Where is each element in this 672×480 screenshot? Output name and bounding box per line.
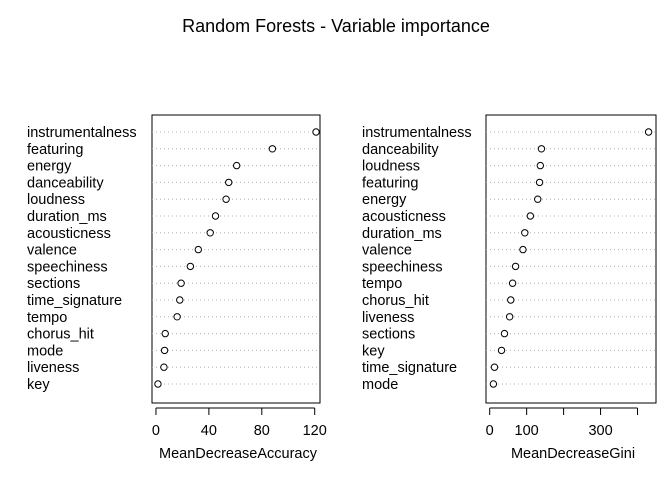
- data-point: [500, 329, 509, 338]
- category-label: loudness: [362, 159, 420, 175]
- data-point: [489, 380, 498, 388]
- data-point: [161, 329, 169, 338]
- category-label: key: [27, 377, 50, 393]
- category-label: featuring: [27, 142, 83, 158]
- data-point: [536, 161, 545, 170]
- category-label: energy: [362, 192, 407, 208]
- data-point: [160, 346, 169, 355]
- x-tick-label: 300: [588, 423, 612, 439]
- category-label: duration_ms: [27, 209, 107, 225]
- category-label: acousticness: [27, 226, 111, 242]
- category-label: key: [362, 343, 385, 359]
- category-label: valence: [27, 243, 77, 259]
- category-label: chorus_hit: [27, 327, 94, 343]
- category-label: loudness: [27, 192, 85, 208]
- data-point: [508, 279, 517, 287]
- data-point: [177, 279, 185, 287]
- chart-title: Random Forests - Variable importance: [182, 16, 490, 36]
- data-point: [160, 363, 168, 371]
- data-point: [206, 229, 214, 237]
- category-label: mode: [362, 377, 398, 393]
- category-label: energy: [27, 159, 72, 175]
- data-point: [521, 229, 529, 237]
- data-point: [232, 161, 241, 170]
- category-label: speechiness: [362, 259, 443, 275]
- x-tick-label: 0: [152, 423, 160, 439]
- x-tick-label: 100: [515, 423, 539, 439]
- category-label: liveness: [27, 360, 79, 376]
- x-tick-label: 40: [201, 423, 217, 439]
- category-label: duration_ms: [362, 226, 442, 242]
- data-point: [194, 245, 202, 254]
- panel-2: instrumentalnessdanceabilityloudnessfeat…: [362, 114, 657, 462]
- category-label: sections: [362, 327, 415, 343]
- category-label: chorus_hit: [362, 293, 429, 309]
- x-tick-label: 80: [254, 423, 270, 439]
- category-label: danceability: [362, 142, 439, 158]
- data-point: [497, 346, 506, 355]
- category-label: tempo: [27, 310, 67, 326]
- category-label: tempo: [362, 276, 402, 292]
- data-point: [526, 212, 535, 220]
- category-label: acousticness: [362, 209, 446, 225]
- data-point: [186, 262, 195, 271]
- x-tick-label: 0: [486, 423, 494, 439]
- data-point: [511, 262, 520, 271]
- category-label: danceability: [27, 175, 104, 191]
- category-label: featuring: [362, 175, 418, 191]
- category-label: valence: [362, 243, 412, 259]
- data-point: [268, 145, 277, 153]
- data-point: [173, 313, 181, 321]
- data-point: [154, 380, 162, 388]
- category-label: mode: [27, 343, 63, 359]
- data-point: [519, 245, 527, 254]
- data-point: [312, 128, 320, 136]
- data-point: [490, 363, 499, 371]
- data-point: [222, 195, 230, 203]
- data-point: [537, 145, 546, 153]
- plot-frame: [485, 114, 657, 404]
- data-point: [534, 195, 542, 203]
- category-label: speechiness: [27, 259, 108, 275]
- panel-1: instrumentalnessfeaturingenergydanceabil…: [27, 114, 327, 462]
- data-point: [176, 296, 184, 304]
- category-label: instrumentalness: [362, 125, 472, 141]
- plot-frame: [151, 114, 321, 404]
- category-label: time_signature: [27, 293, 122, 309]
- x-tick-label: 120: [303, 423, 327, 439]
- category-label: liveness: [362, 310, 414, 326]
- data-point: [535, 178, 544, 187]
- data-point: [507, 296, 515, 304]
- category-label: sections: [27, 276, 80, 292]
- x-axis-title: MeanDecreaseAccuracy: [159, 446, 318, 462]
- data-point: [505, 313, 514, 321]
- x-axis-title: MeanDecreaseGini: [511, 446, 635, 462]
- data-point: [644, 128, 653, 136]
- category-label: time_signature: [362, 360, 457, 376]
- data-point: [225, 178, 233, 187]
- data-point: [211, 212, 220, 220]
- category-label: instrumentalness: [27, 125, 137, 141]
